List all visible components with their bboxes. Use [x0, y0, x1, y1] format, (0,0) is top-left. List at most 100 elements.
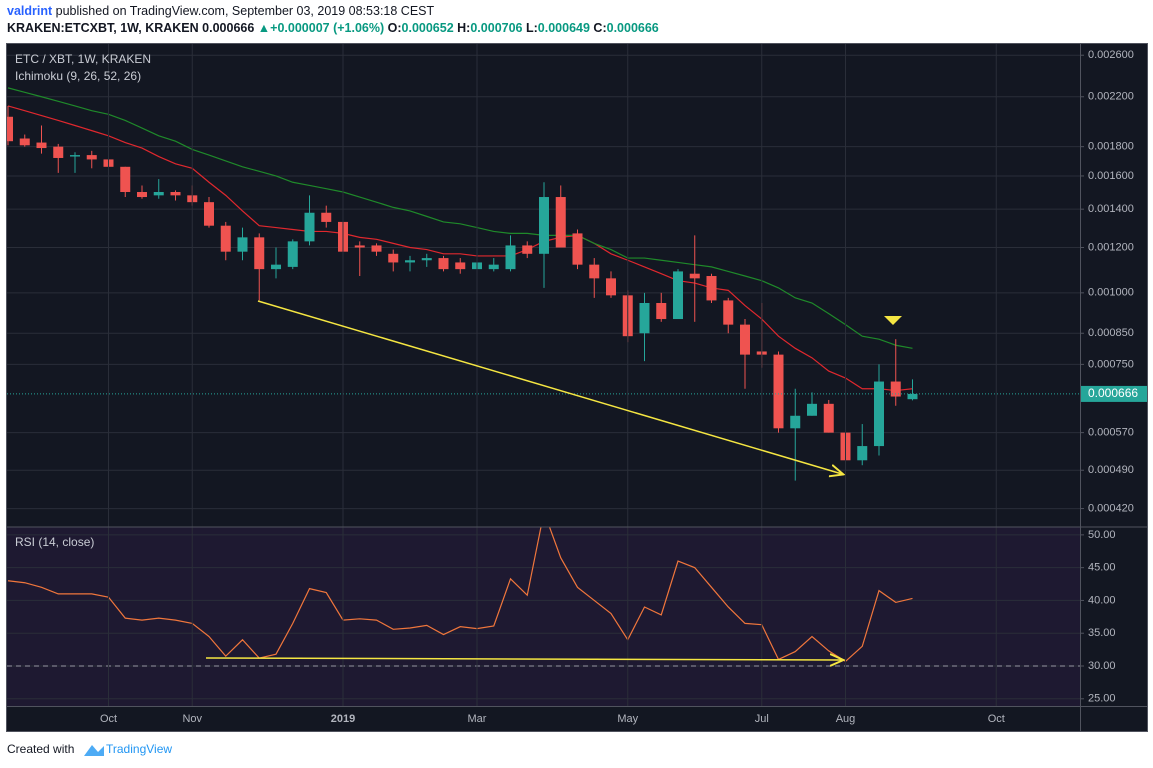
- ohlc-value: 0.000706: [470, 21, 522, 35]
- candle-body: [740, 324, 750, 355]
- candle-body: [656, 302, 667, 320]
- author[interactable]: valdrint: [7, 4, 53, 18]
- candle-body: [120, 166, 131, 193]
- rsi-arrow: [205, 658, 842, 660]
- candle-body: [572, 233, 583, 265]
- last-price-label: 0.000666: [1088, 386, 1138, 400]
- y-tick-label: 0.000570: [1088, 427, 1134, 439]
- y-tick-label: 45.00: [1088, 562, 1116, 574]
- candle-body: [807, 403, 817, 416]
- y-tick-label: 35.00: [1088, 627, 1116, 639]
- candle-body: [405, 260, 415, 263]
- y-tick-label: 0.000490: [1088, 464, 1134, 476]
- candle-body: [388, 253, 399, 263]
- ohlc-value: 0.000666: [607, 21, 659, 35]
- x-tick-label: Oct: [100, 713, 117, 725]
- candle-body: [773, 354, 784, 429]
- candle-body: [438, 258, 449, 270]
- footer-text: Created with: [7, 742, 74, 756]
- candle-body: [455, 262, 466, 270]
- y-tick-label: 0.002200: [1088, 91, 1134, 103]
- candle-body: [254, 237, 265, 270]
- ohlc-label: O:: [388, 21, 402, 35]
- candle-body: [204, 202, 214, 226]
- candle-body: [237, 237, 248, 252]
- price-pane: [7, 54, 1080, 510]
- ohlc-label: C:: [593, 21, 606, 35]
- symbol: KRAKEN:ETCXBT, 1W, KRAKEN: [7, 21, 199, 35]
- marker-triangle: [884, 316, 902, 325]
- y-tick-label: 0.001000: [1088, 287, 1134, 299]
- chart-layer: Oct Nov 2019 Mar May Jul Aug Oct 0.002600 0.00220…: [7, 44, 1147, 725]
- y-tick-label: 0.002600: [1088, 49, 1134, 61]
- y-tick-label: 50.00: [1088, 529, 1116, 541]
- ohlc-value: 0.000649: [538, 21, 590, 35]
- candle-body: [170, 192, 181, 196]
- candle-body: [706, 276, 717, 301]
- candle-body: [606, 278, 616, 296]
- candle-body: [890, 381, 901, 397]
- candle-body: [907, 393, 918, 400]
- candle-body: [7, 116, 13, 142]
- indicator-label: Ichimoku (9, 26, 52, 26): [15, 69, 141, 83]
- y-tick-label: 0.000750: [1088, 358, 1134, 370]
- y-tick-label: 40.00: [1088, 594, 1116, 606]
- y-tick-label: 25.00: [1088, 693, 1116, 705]
- candle-body: [86, 155, 97, 160]
- candle-body: [304, 212, 315, 242]
- candle-body: [874, 381, 884, 447]
- symbol-line: KRAKEN:ETCXBT, 1W, KRAKEN 0.000666 ▲+0.0…: [7, 21, 659, 35]
- candle-body: [53, 146, 64, 158]
- y-tick-label: 0.001400: [1088, 203, 1134, 215]
- x-tick-label: Oct: [988, 713, 1005, 725]
- candle-body: [153, 192, 164, 196]
- candle-body: [70, 155, 80, 157]
- candle-body: [857, 446, 868, 461]
- candle-body: [137, 192, 147, 198]
- candle-body: [790, 415, 801, 429]
- candle-body: [287, 241, 298, 267]
- candle-body: [488, 264, 499, 270]
- y-tick-label: 0.001600: [1088, 170, 1134, 182]
- x-tick-label: Aug: [836, 713, 856, 725]
- brand-logo: [84, 745, 104, 756]
- candle-body: [220, 225, 231, 252]
- y-tick-label: 0.000850: [1088, 327, 1134, 339]
- candle-body: [673, 271, 683, 320]
- candle-body: [271, 264, 281, 270]
- candle-body: [823, 403, 834, 433]
- price: 0.000666: [202, 21, 254, 35]
- header-line: valdrint published on TradingView.com, S…: [7, 4, 434, 18]
- candle-body: [19, 138, 30, 146]
- y-tick-label: 0.001800: [1088, 141, 1134, 153]
- y-tick-label: 0.001200: [1088, 241, 1134, 253]
- published: published on TradingView.com, September …: [56, 4, 435, 18]
- ohlc-label: H:: [457, 21, 470, 35]
- y-tick-label: 30.00: [1088, 660, 1116, 672]
- x-tick-label: Mar: [468, 713, 487, 725]
- rsi-title: RSI (14, close): [15, 535, 94, 549]
- x-tick-label: 2019: [331, 713, 355, 725]
- x-tick-label: Jul: [755, 713, 769, 725]
- candle-body: [371, 245, 382, 252]
- candle-body: [589, 264, 600, 279]
- ohlc-label: L:: [526, 21, 538, 35]
- candle-body: [539, 197, 549, 254]
- candle-body: [505, 245, 516, 270]
- candle-body: [354, 245, 365, 248]
- candle-body: [555, 197, 566, 248]
- candle-body: [36, 142, 47, 149]
- change: ▲+0.000007 (+1.06%): [258, 21, 384, 35]
- brand[interactable]: TradingView: [106, 742, 172, 756]
- candle-body: [723, 300, 734, 325]
- chart-title: ETC / XBT, 1W, KRAKEN: [15, 52, 151, 66]
- ohlc-value: 0.000652: [402, 21, 454, 35]
- trend-arrow: [257, 300, 842, 474]
- candle-body: [321, 212, 332, 222]
- y-tick-label: 0.000420: [1088, 502, 1134, 514]
- rsi-background: [7, 527, 1080, 706]
- last-price-box: [1081, 385, 1147, 402]
- candle-body: [522, 245, 533, 254]
- candle-body: [639, 302, 650, 334]
